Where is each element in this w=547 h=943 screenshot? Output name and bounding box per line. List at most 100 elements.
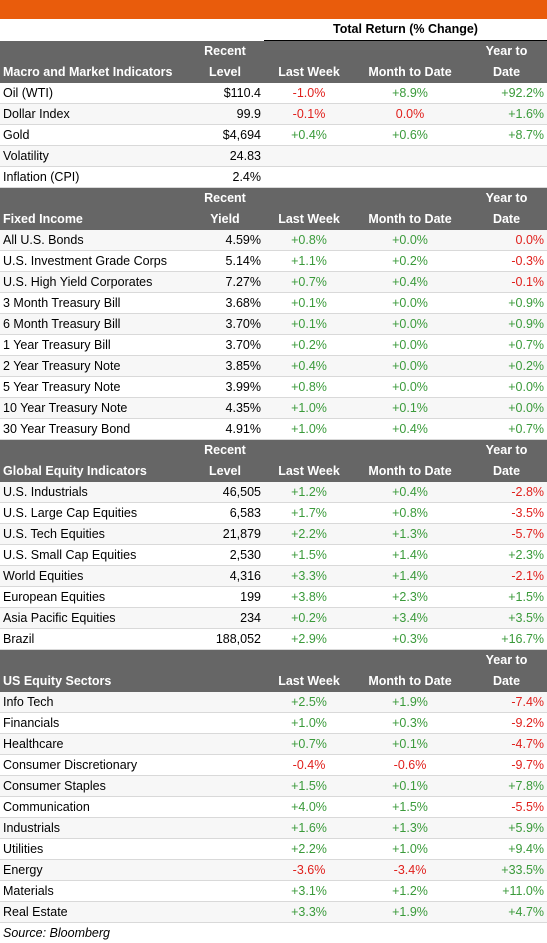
recent-value: $110.4 xyxy=(186,83,264,104)
recent-value xyxy=(186,859,264,881)
header-spacer xyxy=(264,649,354,671)
last-week-value: +2.2% xyxy=(264,838,354,860)
year-to-date-value: -0.1% xyxy=(466,271,547,293)
recent-value: 5.14% xyxy=(186,250,264,272)
table-row: Communication +4.0% +1.5% -5.5% xyxy=(0,796,547,818)
header-spacer xyxy=(354,439,466,461)
table-row: Gold $4,694 +0.4% +0.6% +8.7% xyxy=(0,124,547,146)
section-title: Global Equity Indicators xyxy=(0,461,186,482)
month-to-date-value: +0.0% xyxy=(354,355,466,377)
row-label: Inflation (CPI) xyxy=(0,166,186,188)
section-header-top-row: Year to xyxy=(0,649,547,671)
last-week-value: +3.3% xyxy=(264,565,354,587)
month-to-date-value: +0.1% xyxy=(354,775,466,797)
row-label: Financials xyxy=(0,712,186,734)
recent-value xyxy=(186,901,264,923)
section-header-top-row: Recent Year to xyxy=(0,439,547,461)
recent-value: 4.91% xyxy=(186,418,264,440)
recent-value: 3.70% xyxy=(186,313,264,335)
section-header-top-row: Recent Year to xyxy=(0,40,547,62)
recent-header: Recent xyxy=(186,187,264,209)
section-header-row: Fixed Income Yield Last Week Month to Date D… xyxy=(0,209,547,230)
year-to-date-value: +2.3% xyxy=(466,544,547,566)
year-to-date-value: +1.5% xyxy=(466,586,547,608)
year-to-date-value: +0.0% xyxy=(466,397,547,419)
row-label: World Equities xyxy=(0,565,186,587)
month-to-date-value: +1.4% xyxy=(354,544,466,566)
row-label: Industrials xyxy=(0,817,186,839)
month-to-date-value xyxy=(354,166,466,188)
table-row: Industrials +1.6% +1.3% +5.9% xyxy=(0,817,547,839)
row-label: Gold xyxy=(0,124,186,146)
year-to-date-value: +0.0% xyxy=(466,376,547,398)
recent-subheader: Level xyxy=(186,461,264,482)
month-to-date-value: +1.3% xyxy=(354,817,466,839)
year-to-date-value: -5.5% xyxy=(466,796,547,818)
last-week-value xyxy=(264,166,354,188)
row-label: Healthcare xyxy=(0,733,186,755)
recent-value: 99.9 xyxy=(186,103,264,125)
date-header: Date xyxy=(466,671,547,692)
year-to-date-value: -3.5% xyxy=(466,502,547,524)
row-label: Oil (WTI) xyxy=(0,83,186,104)
recent-value: 21,879 xyxy=(186,523,264,545)
last-week-value: +0.8% xyxy=(264,230,354,251)
recent-header xyxy=(186,649,264,671)
table-row: Financials +1.0% +0.3% -9.2% xyxy=(0,712,547,734)
header-spacer xyxy=(0,649,186,671)
month-to-date-value: 0.0% xyxy=(354,103,466,125)
last-week-value: -0.1% xyxy=(264,103,354,125)
month-to-date-value: +1.3% xyxy=(354,523,466,545)
row-label: U.S. Investment Grade Corps xyxy=(0,250,186,272)
month-to-date-value xyxy=(354,145,466,167)
recent-value: 188,052 xyxy=(186,628,264,650)
recent-value: 2.4% xyxy=(186,166,264,188)
year-to-date-value: +0.9% xyxy=(466,292,547,314)
year-to-date-value: +1.6% xyxy=(466,103,547,125)
month-to-date-value: +0.4% xyxy=(354,418,466,440)
recent-subheader: Level xyxy=(186,62,264,83)
table-row: Materials +3.1% +1.2% +11.0% xyxy=(0,880,547,902)
row-label: 3 Month Treasury Bill xyxy=(0,292,186,314)
row-label: Asia Pacific Equities xyxy=(0,607,186,629)
row-label: U.S. Large Cap Equities xyxy=(0,502,186,524)
month-to-date-value: +0.0% xyxy=(354,292,466,314)
last-week-value: +1.0% xyxy=(264,712,354,734)
year-to-header: Year to xyxy=(466,439,547,461)
recent-value xyxy=(186,775,264,797)
last-week-value: +3.8% xyxy=(264,586,354,608)
month-to-date-value: +0.1% xyxy=(354,733,466,755)
month-to-date-value: +0.4% xyxy=(354,482,466,503)
table-row: 30 Year Treasury Bond 4.91% +1.0% +0.4% +0.7… xyxy=(0,418,547,440)
row-label: Brazil xyxy=(0,628,186,650)
recent-value: $4,694 xyxy=(186,124,264,146)
recent-value: 3.85% xyxy=(186,355,264,377)
row-label: 1 Year Treasury Bill xyxy=(0,334,186,356)
recent-value xyxy=(186,838,264,860)
month-to-date-value: +1.9% xyxy=(354,901,466,923)
month-to-date-value: -0.6% xyxy=(354,754,466,776)
year-to-date-value: +5.9% xyxy=(466,817,547,839)
row-label: All U.S. Bonds xyxy=(0,230,186,251)
row-label: Info Tech xyxy=(0,692,186,713)
row-label: U.S. High Yield Corporates xyxy=(0,271,186,293)
month-to-date-value: +0.2% xyxy=(354,250,466,272)
year-to-date-value: +0.9% xyxy=(466,313,547,335)
table-row: All U.S. Bonds 4.59% +0.8% +0.0% 0.0% xyxy=(0,230,547,251)
recent-header: Recent xyxy=(186,439,264,461)
row-label: Consumer Staples xyxy=(0,775,186,797)
row-label: Volatility xyxy=(0,145,186,167)
month-to-date-value: +8.9% xyxy=(354,83,466,104)
table-row: Dollar Index 99.9 -0.1% 0.0% +1.6% xyxy=(0,103,547,125)
last-week-value: +0.2% xyxy=(264,334,354,356)
last-week-value: +4.0% xyxy=(264,796,354,818)
table-row: Inflation (CPI) 2.4% xyxy=(0,166,547,188)
last-week-value: +0.4% xyxy=(264,124,354,146)
year-to-header: Year to xyxy=(466,187,547,209)
last-week-value: +1.7% xyxy=(264,502,354,524)
table-row: 5 Year Treasury Note 3.99% +0.8% +0.0% +0.0% xyxy=(0,376,547,398)
table-row: Oil (WTI) $110.4 -1.0% +8.9% +92.2% xyxy=(0,83,547,104)
row-label: Materials xyxy=(0,880,186,902)
header-spacer xyxy=(264,40,354,62)
table-row: 10 Year Treasury Note 4.35% +1.0% +0.1% +0.0… xyxy=(0,397,547,419)
